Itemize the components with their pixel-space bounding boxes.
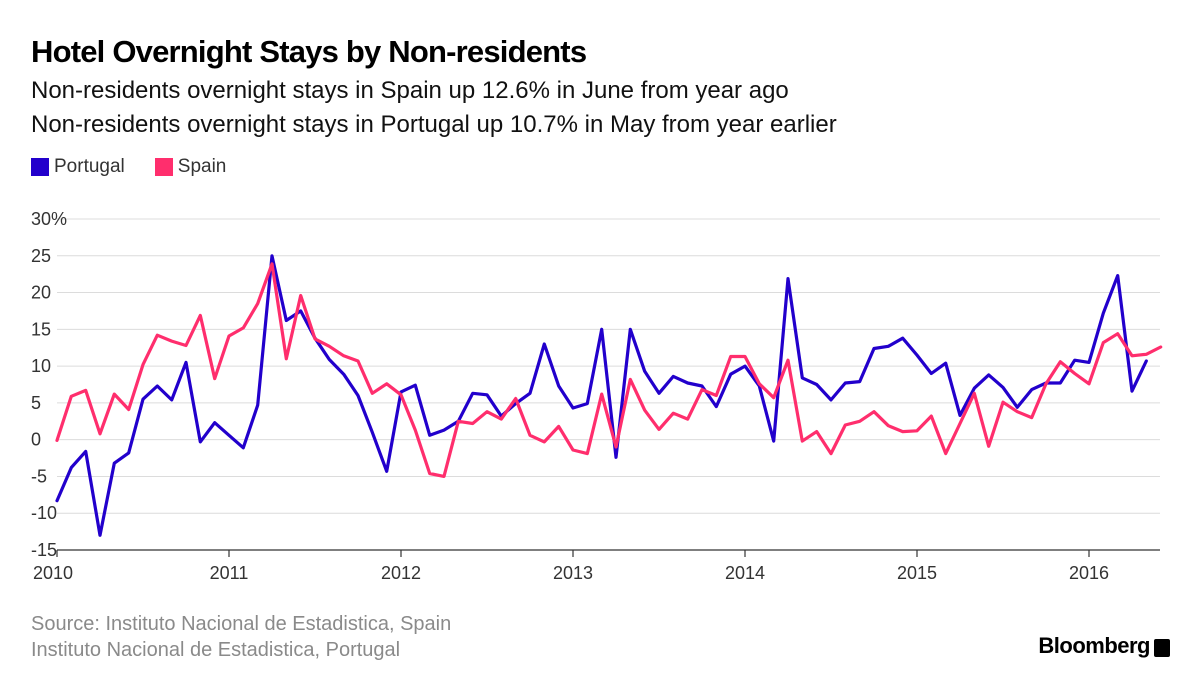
source-line-2: Instituto Nacional de Estadistica, Portu… [31, 639, 401, 661]
source-line-1: Source: Instituto Nacional de Estadistic… [31, 613, 452, 635]
bloomberg-icon [1154, 639, 1170, 657]
x-tick-label: 2014 [725, 563, 765, 583]
y-tick-label: -10 [31, 503, 57, 523]
legend-label-spain: Spain [177, 156, 227, 177]
chart-subtitle-portugal: Non-residents overnight stays in Portuga… [31, 111, 837, 138]
chart-subtitle-spain: Non-residents overnight stays in Spain u… [31, 77, 789, 104]
legend-item-spain: Spain [154, 156, 227, 178]
brand-label: Bloomberg [1038, 633, 1150, 658]
legend-item-portugal: Portugal [31, 156, 125, 178]
y-tick-label: -15 [31, 540, 57, 560]
y-tick-label: 0 [31, 430, 41, 450]
series-line-portugal [55, 254, 1148, 537]
x-tick-label: 2015 [897, 563, 937, 583]
y-tick-label: -5 [31, 466, 47, 486]
y-tick-label: 20 [31, 283, 51, 303]
y-tick-label: 15 [31, 319, 51, 339]
x-tick-label: 2011 [210, 563, 249, 583]
legend: Portugal Spain [31, 156, 256, 178]
y-tick-label: 30% [31, 209, 67, 229]
y-tick-label: 25 [31, 246, 51, 266]
legend-label-portugal: Portugal [54, 156, 125, 177]
x-tick-label: 2010 [33, 563, 73, 583]
y-tick-label: 5 [31, 393, 41, 413]
bloomberg-logo: Bloomberg [1038, 633, 1170, 659]
source-note: Source: Instituto Nacional de Estadistic… [31, 611, 451, 663]
x-tick-label: 2013 [553, 563, 593, 583]
x-tick-label: 2016 [1069, 563, 1109, 583]
y-tick-label: 10 [31, 356, 51, 376]
legend-swatch-portugal [31, 158, 49, 176]
x-tick-label: 2012 [381, 563, 421, 583]
series-line-spain [55, 262, 1163, 478]
chart-title: Hotel Overnight Stays by Non-residents [31, 34, 587, 69]
legend-swatch-spain [154, 158, 173, 176]
